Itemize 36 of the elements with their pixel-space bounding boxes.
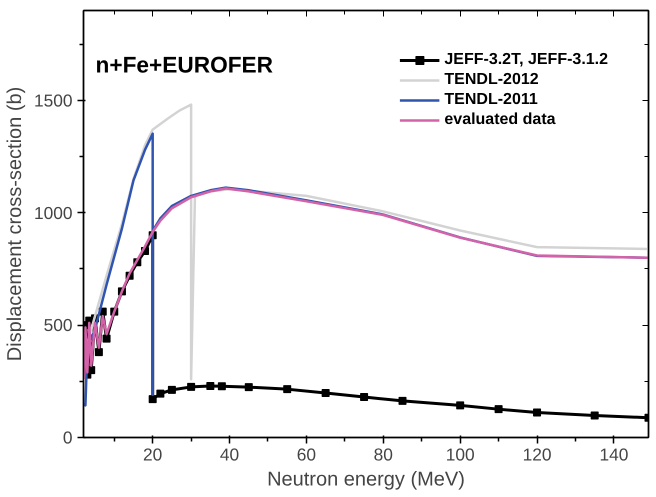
point (244, 383, 253, 392)
point (156, 390, 164, 398)
x-tick-label: 120 (522, 444, 552, 464)
y-tick-label: 1500 (34, 90, 73, 110)
legend-label: TENDL-2011 (444, 91, 538, 109)
point (187, 382, 196, 391)
legend-label: evaluated data (444, 111, 556, 129)
text: n+Fe+EUROFER (96, 52, 274, 78)
x-tick-label: 20 (143, 444, 162, 464)
x-tick-label: 40 (220, 444, 240, 464)
point (360, 393, 368, 402)
y-tick-label: 1000 (34, 202, 73, 223)
point (322, 389, 330, 397)
point (398, 396, 407, 405)
point (148, 395, 157, 404)
y-axis-title: Displacement cross-section (b) (4, 86, 26, 362)
point (494, 405, 503, 414)
legend-label: JEFF-3.2T, JEFF-3.1.2 (444, 51, 608, 69)
point (533, 408, 542, 417)
line-series (84, 187, 648, 380)
y-tick-label: 0 (62, 428, 73, 448)
point (168, 386, 176, 394)
point (102, 334, 111, 343)
point (206, 382, 214, 390)
x-tick-label: 100 (446, 444, 475, 464)
legend-label: TENDL-2012 (444, 71, 539, 89)
x-tick-label: 80 (374, 444, 393, 464)
point (590, 411, 599, 420)
point (218, 382, 226, 390)
point (456, 401, 464, 410)
y-tick-label: 500 (44, 315, 73, 336)
x-axis-title: Neutron energy (MeV) (267, 468, 465, 490)
point (94, 348, 103, 356)
x-tick-label: 140 (599, 444, 628, 464)
x-tick-label: 60 (296, 444, 316, 464)
point (283, 385, 292, 394)
